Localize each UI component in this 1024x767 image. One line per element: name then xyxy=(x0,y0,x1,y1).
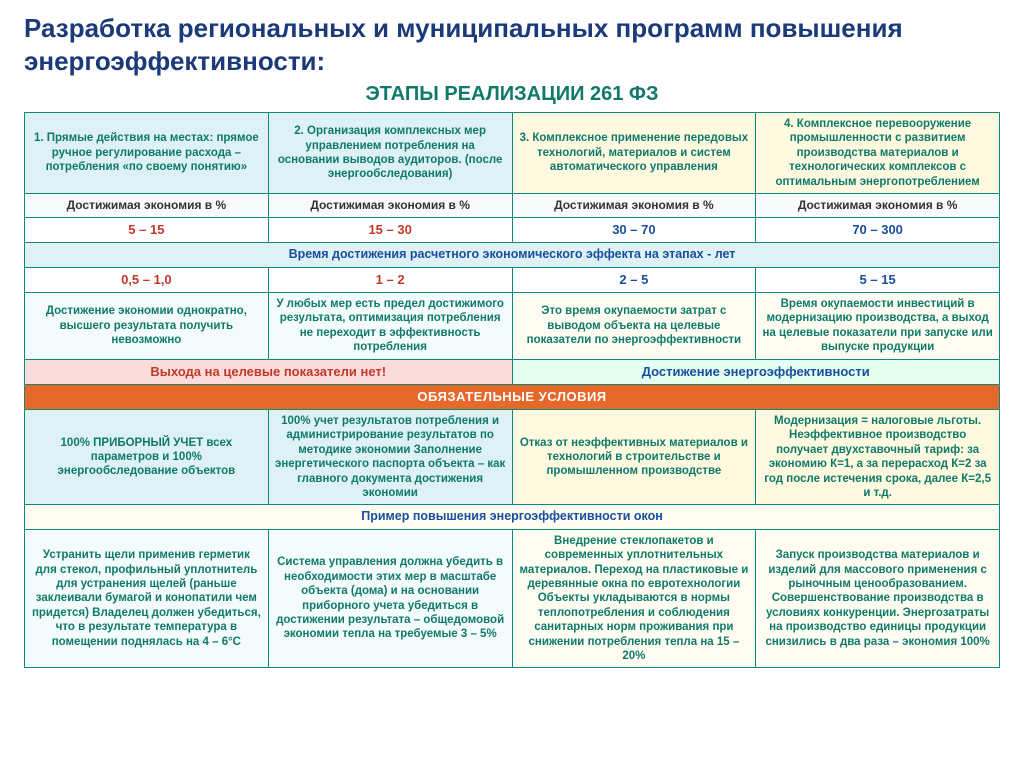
explain-1: Достижение экономии однократно, высшего … xyxy=(25,293,269,360)
metric-label-4: Достижимая экономия в % xyxy=(756,193,1000,217)
mandatory-band: ОБЯЗАТЕЛЬНЫЕ УСЛОВИЯ xyxy=(25,384,1000,409)
condition-2: 100% учет результатов потребления и адми… xyxy=(268,410,512,505)
time-band-row: Время достижения расчетного экономическо… xyxy=(25,243,1000,268)
condition-3: Отказ от неэффективных материалов и техн… xyxy=(512,410,756,505)
example-4: Запуск производства материалов и изделий… xyxy=(756,529,1000,667)
outcome-row: Выхода на целевые показатели нет! Достиж… xyxy=(25,359,1000,384)
time-band: Время достижения расчетного экономическо… xyxy=(25,243,1000,268)
example-band-row: Пример повышения энергоэффективности око… xyxy=(25,505,1000,530)
example-1: Устранить щели применив герметик для сте… xyxy=(25,529,269,667)
stage-header-row: 1. Прямые действия на местах: прямое руч… xyxy=(25,113,1000,194)
explain-2: У любых мер есть предел достижимого резу… xyxy=(268,293,512,360)
time-3: 2 – 5 xyxy=(512,267,756,292)
page-title: Разработка региональных и муниципальных … xyxy=(24,12,1000,77)
metric-label-1: Достижимая экономия в % xyxy=(25,193,269,217)
time-1: 0,5 – 1,0 xyxy=(25,267,269,292)
stage-3-header: 3. Комплексное применение передовых техн… xyxy=(512,113,756,194)
explain-4: Время окупаемости инвестиций в модерниза… xyxy=(756,293,1000,360)
mandatory-row: ОБЯЗАТЕЛЬНЫЕ УСЛОВИЯ xyxy=(25,384,1000,409)
page-subtitle: ЭТАПЫ РЕАЛИЗАЦИИ 261 ФЗ xyxy=(24,83,1000,106)
outcome-succ: Достижение энергоэффективности xyxy=(512,359,1000,384)
metric-label-row: Достижимая экономия в % Достижимая эконо… xyxy=(25,193,1000,217)
stage-1-header: 1. Прямые действия на местах: прямое руч… xyxy=(25,113,269,194)
economy-4: 70 – 300 xyxy=(756,217,1000,242)
time-2: 1 – 2 xyxy=(268,267,512,292)
metric-label-3: Достижимая экономия в % xyxy=(512,193,756,217)
economy-1: 5 – 15 xyxy=(25,217,269,242)
economy-3: 30 – 70 xyxy=(512,217,756,242)
outcome-fail: Выхода на целевые показатели нет! xyxy=(25,359,513,384)
stage-2-header: 2. Организация комплексных мер управлени… xyxy=(268,113,512,194)
example-band: Пример повышения энергоэффективности око… xyxy=(25,505,1000,530)
metric-label-2: Достижимая экономия в % xyxy=(268,193,512,217)
economy-row: 5 – 15 15 – 30 30 – 70 70 – 300 xyxy=(25,217,1000,242)
explain-3: Это время окупаемости затрат с выводом о… xyxy=(512,293,756,360)
example-3: Внедрение стеклопакетов и современных уп… xyxy=(512,529,756,667)
conditions-row: 100% ПРИБОРНЫЙ УЧЕТ всех параметров и 10… xyxy=(25,410,1000,505)
stages-table: 1. Прямые действия на местах: прямое руч… xyxy=(24,112,1000,668)
example-2: Система управления должна убедить в необ… xyxy=(268,529,512,667)
time-row: 0,5 – 1,0 1 – 2 2 – 5 5 – 15 xyxy=(25,267,1000,292)
time-4: 5 – 15 xyxy=(756,267,1000,292)
stage-4-header: 4. Комплексное перевооружение промышленн… xyxy=(756,113,1000,194)
condition-1: 100% ПРИБОРНЫЙ УЧЕТ всех параметров и 10… xyxy=(25,410,269,505)
explain-row: Достижение экономии однократно, высшего … xyxy=(25,293,1000,360)
condition-4: Модернизация = налоговые льготы. Неэффек… xyxy=(756,410,1000,505)
economy-2: 15 – 30 xyxy=(268,217,512,242)
examples-row: Устранить щели применив герметик для сте… xyxy=(25,529,1000,667)
